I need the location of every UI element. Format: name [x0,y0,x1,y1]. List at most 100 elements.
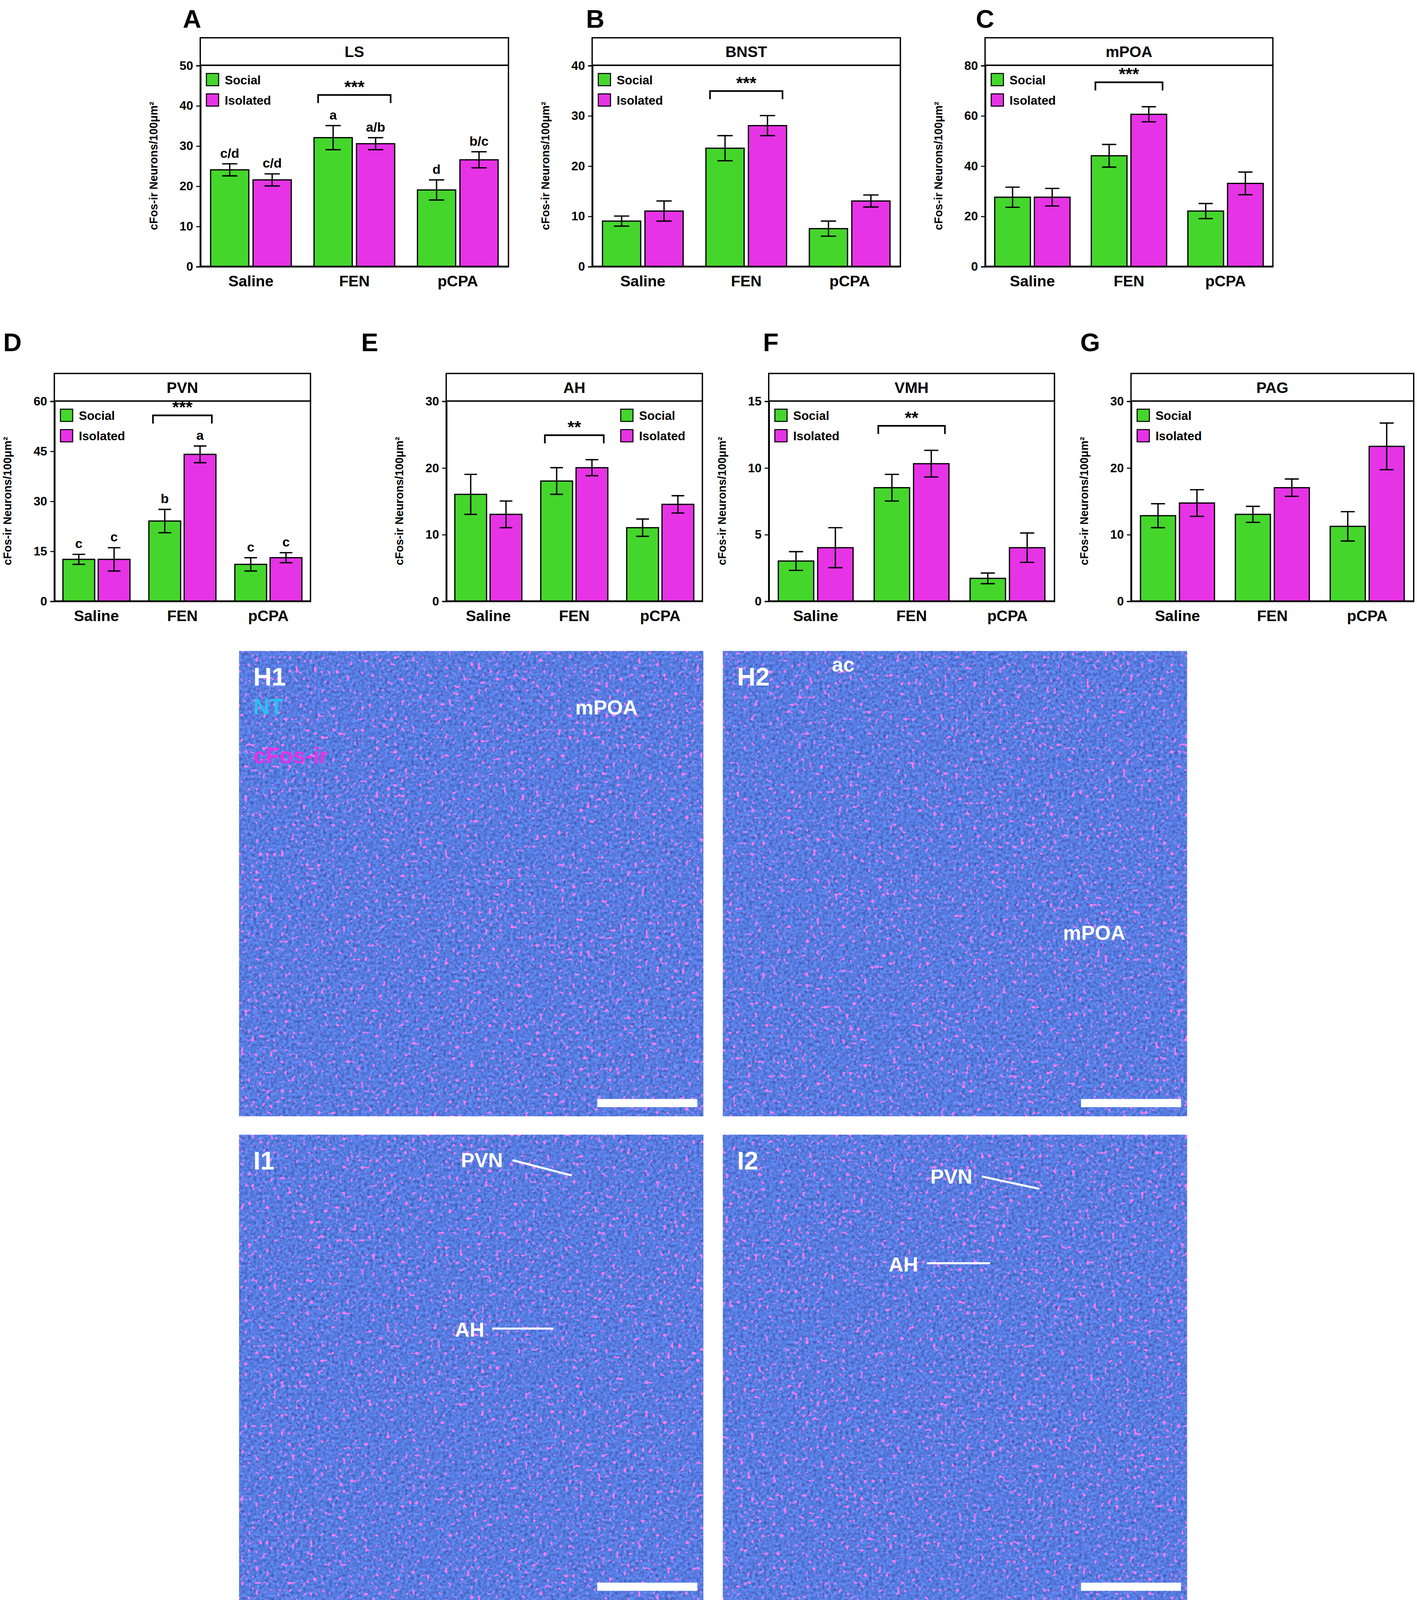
error-bar [221,163,238,176]
y-tick: 0 [971,259,986,274]
legend-label: Social [1155,409,1192,423]
y-axis: 015304560 [33,394,55,609]
y-tick-label: 10 [747,461,762,476]
x-tick-label: FEN [167,607,198,625]
group-letter: a [196,427,205,443]
chart-title: PAG [1256,379,1289,397]
group-letter: c [75,536,83,551]
significance-label: *** [1118,64,1140,84]
y-tick: 20 [179,179,201,193]
x-tick: Saline [620,266,666,290]
legend-swatch [774,409,787,422]
y-tick-mark [587,266,592,268]
error-bar [428,180,445,201]
y-tick-mark [50,451,55,453]
panel-label: G [1080,328,1101,357]
y-tick-mark [764,534,769,536]
x-tick: FEN [730,266,762,290]
y-tick: 10 [425,527,447,542]
y-axis: 01020304050 [179,58,201,274]
y-axis-line [50,401,56,602]
y-tick-mark [1127,534,1132,536]
x-tick: Saline [1009,266,1055,290]
legend-label: Isolated [1155,429,1202,444]
plot-frame [768,401,1055,602]
chart-panel: EAH0102030SalineFENpCPAcFos-ir Neurons/1… [360,328,703,625]
legend-swatch [206,93,219,106]
chart-panel: ALS01020304050SalineFENpCPAcFos-ir Neuro… [147,4,510,290]
y-tick-label: 20 [179,179,193,193]
image-label: cFos-ir [253,743,329,769]
legend-label: Social [639,409,676,423]
x-tick-label: Saline [793,607,839,625]
x-tick-label: pCPA [829,272,871,290]
y-tick-label: 40 [964,159,978,174]
y-tick-label: 0 [186,259,193,274]
legend-label: Social [616,73,653,88]
y-tick: 30 [33,494,55,509]
legend-swatch [206,73,219,86]
chart-title: mPOA [1105,43,1153,61]
legend-swatch [991,93,1004,106]
bar [602,221,641,267]
annotations-layer: ** [878,408,946,435]
y-tick-label: 40 [179,98,193,113]
image-label: mPOA [1063,921,1126,945]
y-tick-mark [50,601,55,603]
chart-title: AH [563,379,586,397]
x-tick: pCPA [639,601,681,625]
panel-label: D [3,328,22,357]
plot-frame [446,401,703,602]
significance-label: *** [172,397,193,417]
y-tick: 30 [571,109,593,123]
bar [576,467,608,601]
y-tick-mark [981,266,985,268]
error-bar [72,554,86,565]
y-tick-label: 40 [571,58,586,73]
y-tick-label: 45 [33,444,48,459]
error-bar [1238,172,1253,195]
x-tick: FEN [1113,266,1145,290]
y-tick-label: 15 [747,394,762,409]
error-bar [656,201,672,222]
y-tick: 20 [964,209,985,224]
x-tick: pCPA [248,601,289,625]
x-tick-label: FEN [730,272,762,290]
legend-label: Social [78,409,115,423]
x-tick-label: Saline [620,272,666,290]
y-tick-label: 30 [425,394,440,409]
error-bar [1102,144,1117,168]
micrograph: I1PVNAH [239,1134,704,1600]
y-tick-label: 0 [1116,594,1124,609]
error-bar [924,450,939,478]
y-tick-mark [1127,467,1132,469]
legend-swatch [1137,409,1150,422]
y-tick-mark [981,216,985,218]
x-tick-label: pCPA [1347,607,1388,625]
y-tick-label: 10 [571,209,586,224]
y-axis-title: cFos-ir Neurons/100μm² [1,436,14,566]
x-axis-line [592,266,901,268]
bar [210,169,249,267]
y-axis-title: cFos-ir Neurons/100μm² [393,436,406,566]
y-tick: 10 [1110,527,1132,542]
y-tick-label: 60 [964,109,978,123]
x-tick-label: Saline [228,272,274,290]
x-tick-label: FEN [1113,272,1145,290]
group-letter: b/c [469,133,489,149]
y-tick: 10 [747,461,769,476]
x-tick: pCPA [1205,266,1246,290]
bar [269,557,302,602]
y-tick-label: 10 [425,527,440,542]
x-tick-label: pCPA [437,272,479,290]
error-bar [614,216,630,227]
y-axis: 010203040 [571,58,593,274]
bar [417,189,456,267]
y-tick-label: 30 [1110,394,1124,409]
y-tick-mark [981,65,985,67]
x-tick: Saline [228,266,274,290]
error-bar [820,221,837,237]
bars [454,459,694,602]
error-bar [1150,503,1166,528]
y-tick-label: 0 [40,594,47,609]
